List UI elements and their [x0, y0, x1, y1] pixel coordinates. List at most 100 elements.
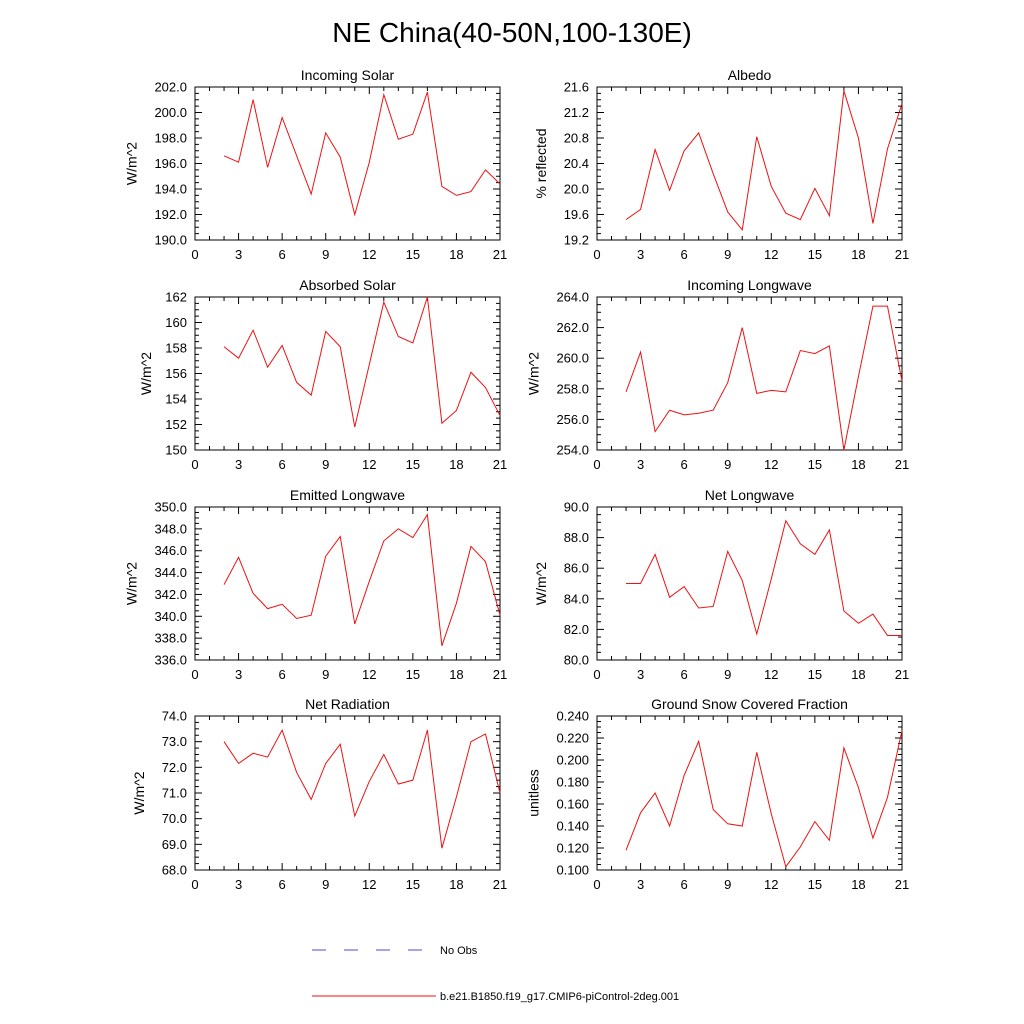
- x-tick-label: 18: [449, 247, 463, 262]
- panel-5: Emitted Longwave 0 3 6 9 12 15 18 21 336.0 338.0 34…: [124, 487, 508, 682]
- panel-title: Net Longwave: [705, 487, 795, 503]
- y-tick-label: 0.100: [556, 863, 589, 878]
- x-tick-label: 18: [449, 877, 463, 892]
- x-tick-label: 9: [322, 877, 329, 892]
- y-tick-label: 264.0: [556, 290, 589, 305]
- x-tick-label: 0: [191, 667, 198, 682]
- y-tick-label: 344.0: [154, 565, 187, 580]
- x-tick-label: 3: [637, 457, 644, 472]
- y-tick-label: 0.240: [556, 709, 589, 724]
- x-tick-label: 21: [493, 877, 507, 892]
- x-tick-label: 0: [191, 247, 198, 262]
- x-tick-label: 0: [593, 667, 600, 682]
- x-tick-label: 21: [895, 667, 909, 682]
- y-tick-label: 68.0: [162, 863, 187, 878]
- x-tick-label: 6: [279, 247, 286, 262]
- plot-frame: [194, 296, 501, 451]
- y-tick-label: 0.120: [556, 841, 589, 856]
- x-tick-label: 15: [406, 457, 420, 472]
- x-tick-label: 9: [724, 247, 731, 262]
- y-tick-label: 80.0: [564, 653, 589, 668]
- plot-frame: [194, 715, 501, 871]
- x-tick-label: 18: [851, 457, 865, 472]
- x-tick-label: 18: [851, 877, 865, 892]
- panel-title: Net Radiation: [305, 696, 390, 712]
- y-tick-label: 156: [165, 366, 187, 381]
- x-tick-label: 0: [593, 877, 600, 892]
- panel-1: Incoming Solar 0 3 6 9 12 15 18 21 190.0 192.0 194.…: [124, 67, 508, 262]
- x-tick-label: 6: [681, 667, 688, 682]
- y-tick-label: 86.0: [564, 561, 589, 576]
- y-tick-label: 90.0: [564, 500, 589, 515]
- y-tick-label: 192.0: [154, 207, 187, 222]
- y-tick-label: 160: [165, 315, 187, 330]
- y-tick-label: 84.0: [564, 591, 589, 606]
- y-tick-label: 152: [165, 417, 187, 432]
- x-tick-label: 3: [235, 667, 242, 682]
- series-line: [626, 519, 902, 637]
- y-tick-label: 258.0: [556, 381, 589, 396]
- y-tick-label: 150: [165, 443, 187, 458]
- panel-3: Absorbed Solar 0 3 6 9 12 15 18 21 150 152 154 156 15…: [138, 277, 507, 472]
- x-tick-label: 9: [322, 457, 329, 472]
- x-tick-label: 3: [235, 457, 242, 472]
- y-tick-label: 20.0: [564, 182, 589, 197]
- y-tick-label: 202.0: [154, 80, 187, 95]
- legend: No Obs b.e21.B1850.f19_g17.CMIP6-piContro…: [312, 945, 679, 1003]
- x-tick-label: 9: [322, 247, 329, 262]
- legend-item-2: b.e21.B1850.f19_g17.CMIP6-piControl-2deg…: [312, 991, 679, 1003]
- y-tick-label: 348.0: [154, 521, 187, 536]
- x-tick-label: 18: [449, 457, 463, 472]
- x-tick-label: 15: [406, 247, 420, 262]
- y-tick-label: 256.0: [556, 412, 589, 427]
- y-tick-label: 194.0: [154, 182, 187, 197]
- y-axis-label: W/m^2: [131, 771, 147, 814]
- y-axis-label: W/m^2: [124, 562, 140, 605]
- plot-frame: [194, 506, 501, 661]
- x-tick-label: 3: [637, 667, 644, 682]
- y-tick-label: 21.6: [564, 80, 589, 95]
- figure-title: NE China(40-50N,100-130E): [332, 17, 692, 48]
- series-line: [223, 513, 501, 646]
- y-tick-label: 0.140: [556, 819, 589, 834]
- x-tick-label: 15: [808, 457, 822, 472]
- y-tick-label: 20.4: [564, 156, 589, 171]
- x-tick-label: 12: [764, 457, 778, 472]
- x-tick-label: 9: [724, 877, 731, 892]
- y-tick-label: 342.0: [154, 587, 187, 602]
- y-tick-label: 19.6: [564, 207, 589, 222]
- y-tick-label: 0.180: [556, 775, 589, 790]
- x-tick-label: 15: [808, 247, 822, 262]
- x-tick-label: 9: [724, 667, 731, 682]
- plot-frame: [596, 506, 903, 661]
- y-tick-label: 0.160: [556, 797, 589, 812]
- x-tick-label: 12: [764, 667, 778, 682]
- y-tick-label: 336.0: [154, 653, 187, 668]
- x-tick-label: 6: [279, 877, 286, 892]
- x-tick-label: 21: [493, 457, 507, 472]
- y-axis-label: unitless: [526, 769, 542, 816]
- x-tick-label: 12: [362, 247, 376, 262]
- y-tick-label: 20.8: [564, 131, 589, 146]
- legend-label: b.e21.B1850.f19_g17.CMIP6-piControl-2deg…: [440, 991, 679, 1003]
- y-axis-label: W/m^2: [124, 142, 140, 185]
- y-tick-label: 154: [165, 392, 187, 407]
- x-tick-label: 12: [362, 457, 376, 472]
- x-tick-label: 6: [681, 457, 688, 472]
- x-tick-label: 12: [764, 877, 778, 892]
- y-tick-label: 190.0: [154, 233, 187, 248]
- x-tick-label: 3: [235, 247, 242, 262]
- plot-frame: [596, 86, 903, 241]
- x-tick-label: 15: [406, 877, 420, 892]
- x-tick-label: 9: [322, 667, 329, 682]
- y-tick-label: 196.0: [154, 156, 187, 171]
- x-tick-label: 6: [681, 247, 688, 262]
- x-tick-label: 18: [851, 667, 865, 682]
- y-tick-label: 69.0: [162, 837, 187, 852]
- series-line: [625, 90, 903, 231]
- y-tick-label: 72.0: [162, 760, 187, 775]
- x-tick-label: 0: [191, 877, 198, 892]
- x-tick-label: 12: [362, 877, 376, 892]
- x-tick-label: 21: [895, 877, 909, 892]
- y-tick-label: 73.0: [162, 734, 187, 749]
